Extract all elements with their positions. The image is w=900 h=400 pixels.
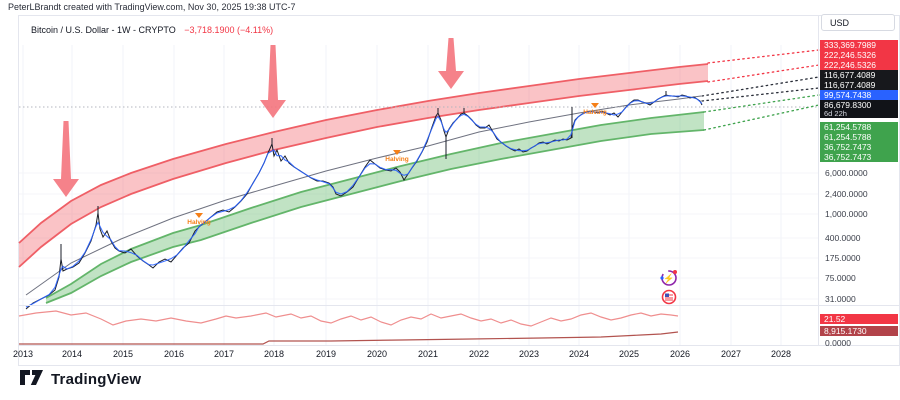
price-label: 61,254.5788 [820,122,898,132]
chart-widget: Bitcoin / U.S. Dollar - 1W - CRYPTO −3,7… [13,14,900,366]
down-arrow-annotation[interactable] [438,38,464,89]
lightning-glyph: ⚡ [663,273,674,285]
y-axis-tick: 0.0000 [825,338,851,348]
red-channel-band-fill [19,64,708,267]
baseline-indicator-line [19,331,679,345]
x-axis-tick: 2014 [61,349,83,359]
y-axis-tick: 400.0000 [825,233,861,243]
symbol-title: Bitcoin / U.S. Dollar - 1W - CRYPTO [31,25,176,35]
halving-marker-label[interactable]: Halving [583,109,607,116]
pane-separator[interactable] [19,305,899,306]
x-axis-tick: 2027 [720,349,742,359]
price-label-text: 86,679.8300 [824,100,872,110]
x-axis-tick: 2024 [568,349,590,359]
x-axis-tick: 2026 [669,349,691,359]
price-label: 116,677.4089 [820,70,898,80]
y-axis-tick: 2,400.0000 [825,189,868,199]
red-dot [673,270,677,274]
price-label: 333,369.7989 [820,40,898,50]
x-axis-tick: 2018 [263,349,285,359]
chart-legend[interactable]: Bitcoin / U.S. Dollar - 1W - CRYPTO −3,7… [31,25,273,35]
halving-marker-label[interactable]: Halving [187,219,211,226]
dotted-red-projection [707,49,820,64]
price-label: 8,915.1730 [820,326,898,336]
price-label: 116,677.4089 [820,80,898,90]
dotted-black-projection [701,87,820,102]
price-label: 222,246.5326 [820,60,898,70]
x-axis-tick: 2017 [213,349,235,359]
x-axis-tick: 2015 [112,349,134,359]
red-channel-band-upper-edge[interactable] [18,63,709,244]
attribution-text: PeterLBrandt created with TradingView.co… [8,2,296,12]
red-channel-band-lower-edge[interactable] [18,80,709,268]
tradingview-logo[interactable]: TradingView [20,369,141,389]
x-axis-tick: 2020 [366,349,388,359]
y-axis-tick: 6,000.0000 [825,168,868,178]
blue-dot [660,276,664,280]
price-scale-border [818,16,819,346]
x-axis-tick: 2022 [468,349,490,359]
tradingview-logo-icon [20,370,43,385]
dotted-red-projection [707,64,820,83]
price-label: 36,752.7473 [820,152,898,162]
currency-select-button[interactable]: USD [821,14,895,31]
halving-marker-icon[interactable] [195,213,203,218]
x-axis-tick: 2016 [163,349,185,359]
x-axis-tick: 2019 [315,349,337,359]
halving-marker-icon[interactable] [591,103,599,108]
y-axis-tick: 31.0000 [825,294,856,304]
price-label: 36,752.7473 [820,142,898,152]
x-axis-tick: 2023 [518,349,540,359]
median-trendline[interactable] [25,95,702,296]
countdown-text: 6d 22h [824,109,847,118]
green-channel-band-lower-edge[interactable] [45,129,705,304]
down-arrow-annotation[interactable] [260,45,286,118]
dotted-green-projection [703,94,820,113]
flag-canton [665,293,669,297]
price-change: −3,718.1900 (−4.11%) [184,25,274,35]
y-axis-tick: 75.0000 [825,273,856,283]
x-axis-tick: 2013 [12,349,34,359]
green-channel-band-upper-edge[interactable] [45,111,705,299]
price-label: 61,254.5788 [820,132,898,142]
down-arrow-annotation[interactable] [53,121,79,197]
dotted-green-projection [703,104,820,131]
tradingview-logo-text: TradingView [51,370,142,388]
x-axis-tick: 2025 [618,349,640,359]
halving-marker-label[interactable]: Halving [385,156,409,163]
price-label: 86,679.8300 6d 22h [820,100,898,118]
dotted-black-projection [701,76,820,97]
currency-label: USD [830,17,850,28]
oscillator-line [18,310,679,327]
blue-average-line[interactable] [25,95,703,308]
y-axis-tick: 1,000.0000 [825,209,868,219]
green-channel-band-fill [46,112,704,303]
y-axis-tick: 175.0000 [825,253,861,263]
price-label: 21.52 [820,314,898,324]
halving-marker-icon[interactable] [393,150,401,155]
price-label: 222,246.5326 [820,50,898,60]
time-axis-separator [19,345,899,346]
price-label: 99,574.7438 [820,90,898,100]
x-axis-tick: 2021 [417,349,439,359]
x-axis-tick: 2028 [770,349,792,359]
